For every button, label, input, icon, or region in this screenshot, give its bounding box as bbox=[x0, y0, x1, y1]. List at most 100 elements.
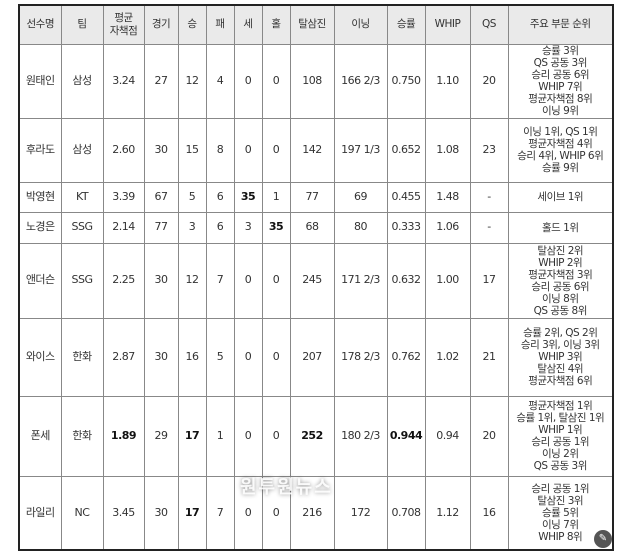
cell-w: 15 bbox=[177, 117, 207, 183]
column-header: 승 bbox=[177, 4, 207, 45]
cell-name: 앤더슨 bbox=[18, 242, 62, 319]
cell-g: 67 bbox=[143, 181, 179, 213]
cell-name: 후라도 bbox=[18, 117, 62, 183]
cell-w: 17 bbox=[177, 395, 207, 477]
rank-item: 이닝 7위 bbox=[542, 518, 579, 531]
column-header: 주요 부문 순위 bbox=[507, 4, 614, 45]
cell-sv: 0 bbox=[233, 395, 263, 477]
cell-pct: 0.762 bbox=[386, 317, 426, 397]
cell-whip: 0.94 bbox=[424, 395, 471, 477]
cell-l: 6 bbox=[205, 181, 235, 213]
rank-item: 승리 4위, WHIP 6위 bbox=[517, 150, 604, 162]
cell-whip: 1.00 bbox=[424, 242, 471, 319]
cell-w: 5 bbox=[177, 181, 207, 213]
cell-sv: 3 bbox=[233, 211, 263, 244]
cell-whip: 1.12 bbox=[424, 475, 471, 551]
cell-team: SSG bbox=[60, 242, 104, 319]
cell-g: 30 bbox=[143, 242, 179, 319]
cell-pct: 0.750 bbox=[386, 43, 426, 119]
cell-qs: - bbox=[469, 211, 509, 244]
cell-w: 3 bbox=[177, 211, 207, 244]
cell-era: 3.45 bbox=[102, 475, 145, 551]
column-header: 세 bbox=[233, 4, 263, 45]
cell-name: 원태인 bbox=[18, 43, 62, 119]
cell-hld: 0 bbox=[261, 395, 291, 477]
cell-ip: 197 1/3 bbox=[333, 117, 388, 183]
cell-ip: 180 2/3 bbox=[333, 395, 388, 477]
cell-sv: 0 bbox=[233, 475, 263, 551]
cell-team: 삼성 bbox=[60, 43, 104, 119]
cell-name: 노경은 bbox=[18, 211, 62, 244]
table-row: 와이스 한화 2.87 30 16 5 0 0 207 178 2/3 0.762 1.02 21 승률 … bbox=[18, 317, 614, 397]
cell-sv: 0 bbox=[233, 117, 263, 183]
cell-ranks: 평균자책점 1위 승률 1위, 탈삼진 1위 WHIP 1위 승리 공동 1위 이닝 2… bbox=[507, 395, 614, 477]
cell-ranks: 탈삼진 2위 WHIP 2위 평균자책점 3위 승리 공동 6위 이닝 8위 QS 공동 … bbox=[507, 242, 614, 319]
cell-hld: 0 bbox=[261, 317, 291, 397]
cell-era: 1.89 bbox=[102, 395, 145, 477]
cell-team: KT bbox=[60, 181, 104, 213]
cell-ranks: 이닝 1위, QS 1위 평균자책점 4위 승리 4위, WHIP 6위 승률 9위 bbox=[507, 117, 614, 183]
rank-item: WHIP 1위 bbox=[538, 424, 583, 436]
column-header: QS bbox=[469, 4, 509, 45]
table-row: 앤더슨 SSG 2.25 30 12 7 0 0 245 171 2/3 0.632 1.00 17 탈삼… bbox=[18, 242, 614, 319]
column-header: 선수명 bbox=[18, 4, 62, 45]
cell-era: 2.25 bbox=[102, 242, 145, 319]
rank-item: 평균자책점 3위 bbox=[528, 268, 593, 281]
cell-w: 17 bbox=[177, 475, 207, 551]
cell-era: 2.14 bbox=[102, 211, 145, 244]
cell-g: 29 bbox=[143, 395, 179, 477]
column-header: WHIP bbox=[424, 4, 471, 45]
cell-sv: 0 bbox=[233, 43, 263, 119]
rank-item: 탈삼진 2위 bbox=[537, 244, 584, 257]
cell-ranks: 승률 2위, QS 2위 승리 3위, 이닝 3위 WHIP 3위 탈삼진 4위 평균자… bbox=[507, 317, 614, 397]
cell-ip: 69 bbox=[333, 181, 388, 213]
rank-item: 승률 2위, QS 2위 bbox=[523, 327, 598, 339]
cell-hld: 35 bbox=[261, 211, 291, 244]
table-row: 원태인 삼성 3.24 27 12 4 0 0 108 166 2/3 0.750 1.10 20 승률 … bbox=[18, 43, 614, 119]
cell-g: 30 bbox=[143, 317, 179, 397]
cell-whip: 1.10 bbox=[424, 43, 471, 119]
cell-pct: 0.632 bbox=[386, 242, 426, 319]
cell-g: 30 bbox=[143, 475, 179, 551]
rank-item: 이닝 8위 bbox=[542, 292, 579, 305]
cell-so: 108 bbox=[289, 43, 335, 119]
cell-whip: 1.48 bbox=[424, 181, 471, 213]
cell-name: 라일리 bbox=[18, 475, 62, 551]
rank-item: 이닝 2위 bbox=[542, 448, 579, 460]
cell-so: 142 bbox=[289, 117, 335, 183]
cell-w: 12 bbox=[177, 43, 207, 119]
cell-g: 30 bbox=[143, 117, 179, 183]
cell-name: 박영현 bbox=[18, 181, 62, 213]
rank-item: WHIP 2위 bbox=[538, 256, 583, 269]
cell-l: 5 bbox=[205, 317, 235, 397]
column-header: 경기 bbox=[143, 4, 179, 45]
cell-qs: 20 bbox=[469, 43, 509, 119]
cell-team: 삼성 bbox=[60, 117, 104, 183]
column-header: 탈삼진 bbox=[289, 4, 335, 45]
rank-item: WHIP 7위 bbox=[538, 81, 583, 93]
cell-ip: 166 2/3 bbox=[333, 43, 388, 119]
table-row: 박영현 KT 3.39 67 5 6 35 1 77 69 0.455 1.48- 세이브 1위 bbox=[18, 181, 614, 213]
cell-l: 8 bbox=[205, 117, 235, 183]
cell-hld: 0 bbox=[261, 43, 291, 119]
cell-ip: 80 bbox=[333, 211, 388, 244]
rank-item: 이닝 1위, QS 1위 bbox=[523, 126, 598, 138]
magic-wand-icon[interactable]: ✎ bbox=[594, 530, 612, 548]
cell-era: 3.39 bbox=[102, 181, 145, 213]
cell-team: 한화 bbox=[60, 395, 104, 477]
cell-qs: 16 bbox=[469, 475, 509, 551]
rank-item: WHIP 8위 bbox=[538, 530, 583, 543]
watermark: 원투원뉴스 bbox=[240, 477, 333, 498]
rank-item: QS 공동 3위 bbox=[533, 460, 588, 472]
cell-l: 6 bbox=[205, 211, 235, 244]
cell-l: 1 bbox=[205, 395, 235, 477]
cell-w: 16 bbox=[177, 317, 207, 397]
cell-hld: 1 bbox=[261, 181, 291, 213]
rank-item: 탈삼진 4위 bbox=[537, 363, 584, 375]
cell-era: 2.60 bbox=[102, 117, 145, 183]
rank-item: 평균자책점 8위 bbox=[528, 93, 593, 105]
cell-team: NC bbox=[60, 475, 104, 551]
cell-era: 3.24 bbox=[102, 43, 145, 119]
cell-so: 252 bbox=[289, 395, 335, 477]
cell-pct: 0.944 bbox=[386, 395, 426, 477]
